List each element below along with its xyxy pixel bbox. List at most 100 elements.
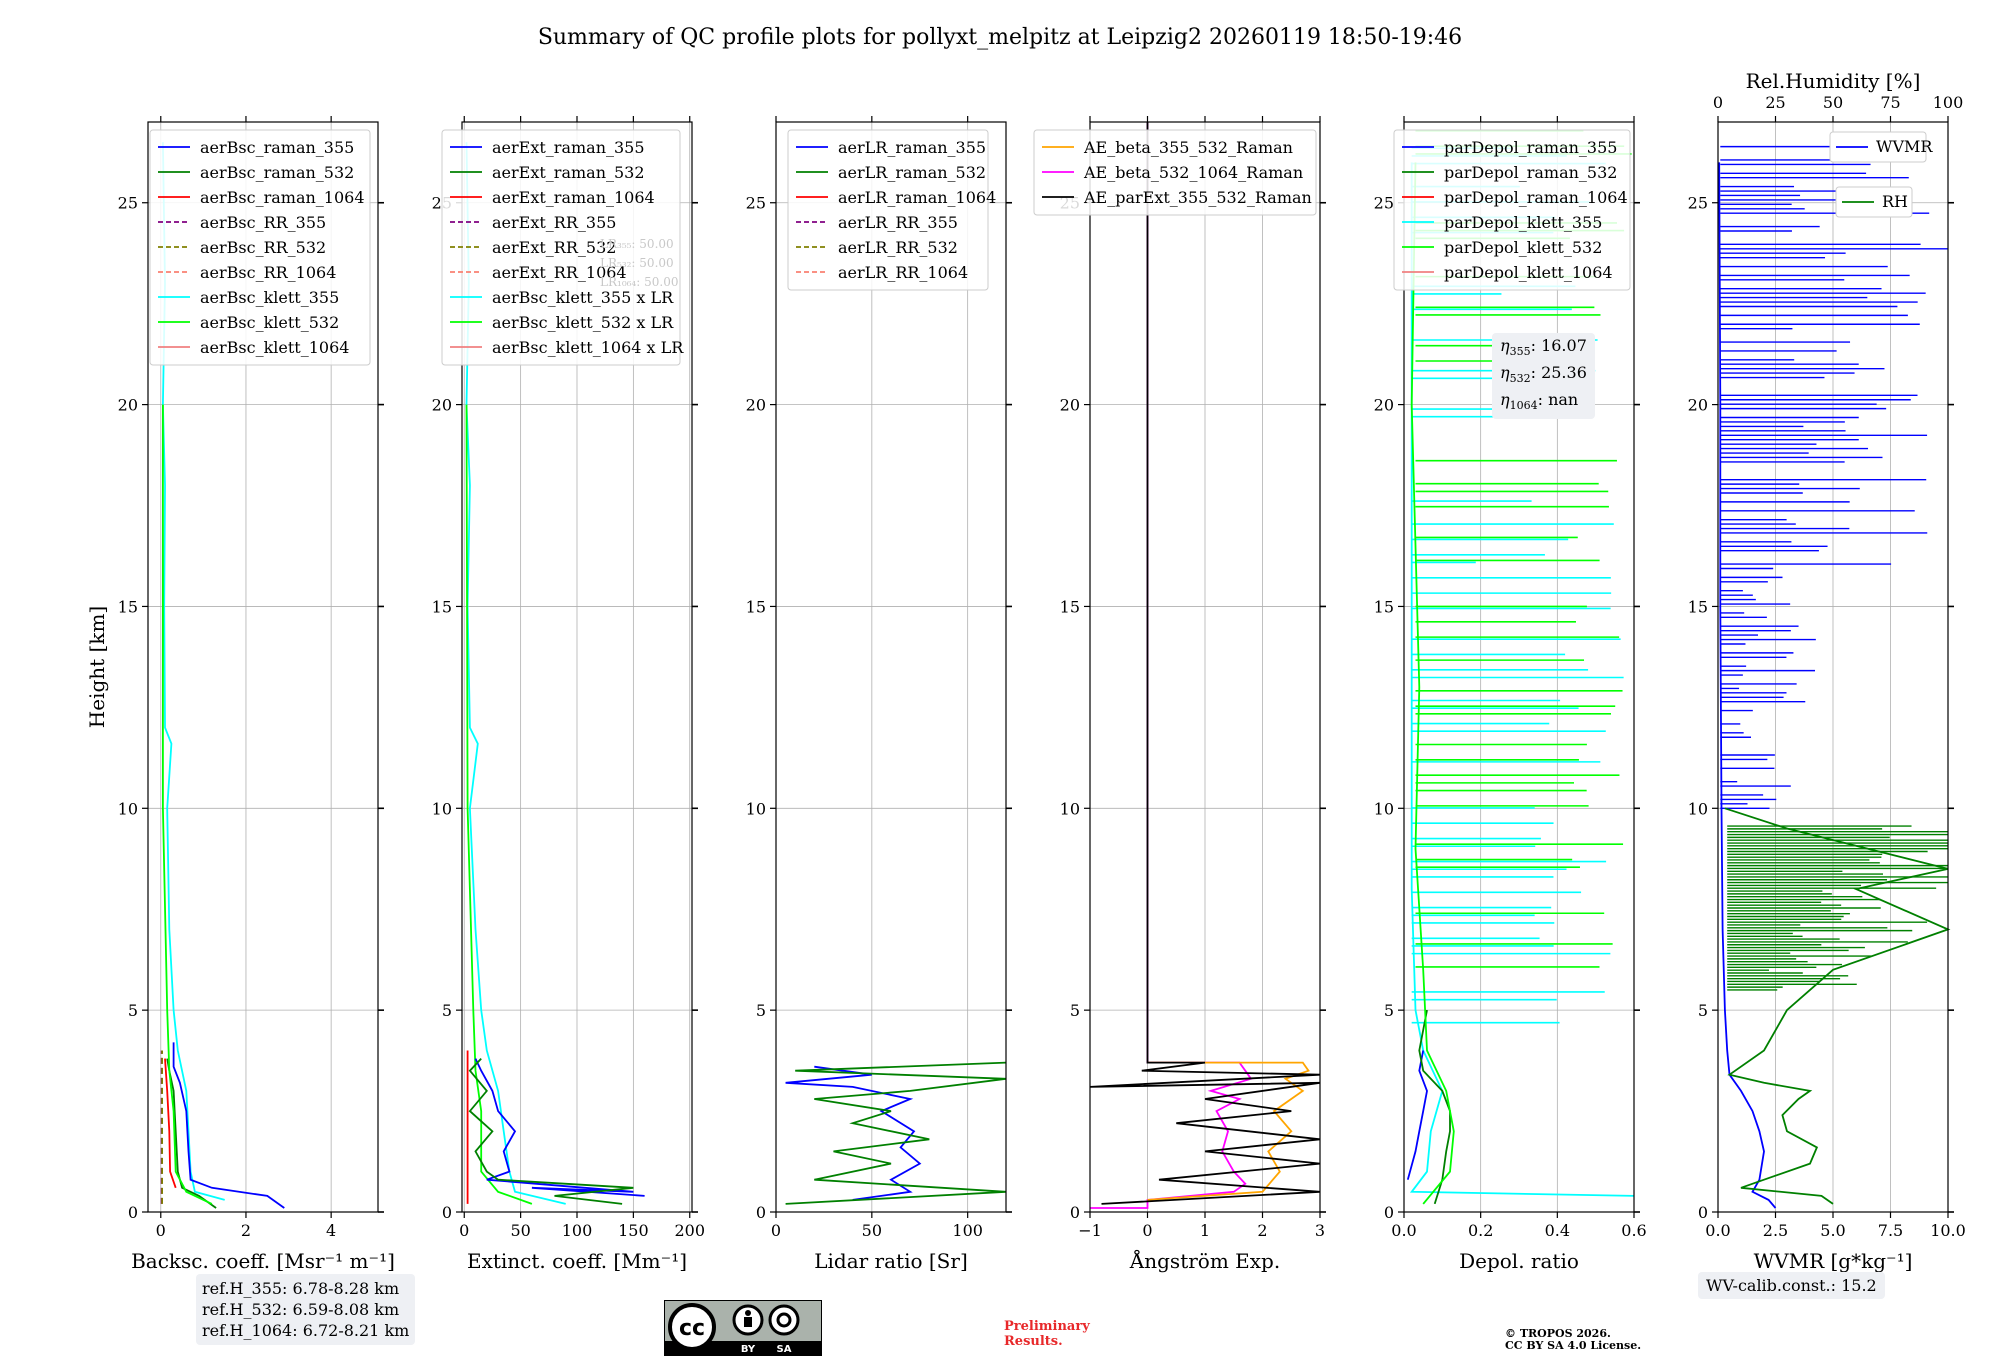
lr-note: LR₅₃₂: 50.00 <box>600 256 674 270</box>
series-aerBsc_klett_532 x LR <box>465 404 533 1205</box>
x-tick-label: 150 <box>618 1221 649 1240</box>
legend-label-aerLR_RR_355: aerLR_RR_355 <box>838 213 958 232</box>
legend-label-aerLR_raman_355: aerLR_raman_355 <box>838 138 986 157</box>
y-tick-label: 25 <box>1374 194 1394 213</box>
eta-532: η532: 25.36 <box>1500 363 1587 386</box>
top-x-tick-label: 50 <box>1823 93 1843 112</box>
ref-height-355: ref.H_355: 6.78-8.28 km <box>202 1279 400 1298</box>
x-tick-label: 0 <box>459 1221 469 1240</box>
legend-label-aerBsc_raman_1064: aerBsc_raman_1064 <box>200 188 365 207</box>
x-tick-label: 0.4 <box>1545 1221 1570 1240</box>
y-tick-label: 5 <box>1698 1001 1708 1020</box>
legend-label-aerExt_raman_532: aerExt_raman_532 <box>492 163 645 182</box>
axes-frame <box>1403 121 1635 1213</box>
series-aerLR_raman_355 <box>785 1065 922 1201</box>
y-tick-label: 0 <box>442 1203 452 1222</box>
lr-note: LR₁₀₆₄: 50.00 <box>600 275 678 289</box>
y-tick-label: 25 <box>118 194 138 213</box>
x-axis-label: Depol. ratio <box>1459 1249 1579 1273</box>
legend: aerBsc_raman_355 aerBsc_raman_532 aerBsc_r… <box>149 129 371 366</box>
y-tick-label: 0 <box>128 1203 138 1222</box>
x-tick-label: 5.0 <box>1820 1221 1845 1240</box>
x-tick-label: 50 <box>862 1221 882 1240</box>
axes-frame <box>775 121 1007 1213</box>
legend-label-aerExt_RR_355: aerExt_RR_355 <box>492 213 616 232</box>
y-tick-label: 15 <box>1060 597 1080 616</box>
legend-label: RH <box>1882 192 1908 211</box>
ref-height-532: ref.H_532: 6.59-8.08 km <box>202 1300 400 1319</box>
x-axis-label: WVMR [g*kg⁻¹] <box>1754 1249 1913 1273</box>
legend-box <box>1829 131 1927 163</box>
series-aerExt_raman_355 <box>474 1058 645 1197</box>
cc-sa-label: SA <box>777 1344 792 1355</box>
x-axis-label: Ångström Exp. <box>1129 1248 1280 1273</box>
series-aerBsc_raman_1064 <box>164 1058 177 1189</box>
legend: aerExt_raman_355 aerExt_raman_532 aerExt_r… <box>441 129 684 366</box>
legend-label-parDepol_klett_1064: parDepol_klett_1064 <box>1444 263 1613 282</box>
y-axis-label: Height [km] <box>85 606 109 728</box>
x-tick-label: 0 <box>156 1221 166 1240</box>
series-aerBsc_raman_355 <box>172 1042 285 1209</box>
legend: aerLR_raman_355 aerLR_raman_532 aerLR_rama… <box>787 129 996 291</box>
x-tick-label: 2 <box>241 1221 251 1240</box>
preliminary-notice: Preliminary Results. <box>1004 1319 1090 1349</box>
legend-label-aerLR_raman_532: aerLR_raman_532 <box>838 163 986 182</box>
cc-by-label: BY <box>741 1344 756 1355</box>
y-tick-label: 5 <box>1070 1001 1080 1020</box>
series-AE_beta_532_1064_Raman <box>1090 122 1253 1209</box>
panel-ext: 0501001502000510152025Extinct. coeff. [M… <box>432 116 705 1273</box>
series-aerBsc_klett_532 <box>162 404 213 1205</box>
series-aerBsc_klett_355 x LR <box>465 142 566 1205</box>
x-tick-label: 0.2 <box>1468 1221 1493 1240</box>
top-x-tick-label: 0 <box>1713 93 1723 112</box>
series-WVMR <box>1718 162 1777 1209</box>
y-tick-label: 15 <box>1374 597 1394 616</box>
y-tick-label: 10 <box>432 799 452 818</box>
series-AE_beta_355_532_Raman <box>1147 1061 1310 1201</box>
legend-box <box>787 129 989 291</box>
legend-label-parDepol_raman_532: parDepol_raman_532 <box>1444 163 1617 182</box>
legend-label-aerExt_raman_1064: aerExt_raman_1064 <box>492 188 655 207</box>
x-tick-label: 100 <box>562 1221 593 1240</box>
legend-box <box>1393 129 1631 291</box>
legend-label-AE_beta_532_1064_Raman: AE_beta_532_1064_Raman <box>1083 163 1303 182</box>
series-parDepol_raman_355 <box>1406 1050 1428 1180</box>
legend-label-aerExt_RR_532: aerExt_RR_532 <box>492 238 616 257</box>
top-x-tick-label: 25 <box>1765 93 1785 112</box>
legend-label-aerLR_raman_1064: aerLR_raman_1064 <box>838 188 996 207</box>
legend-label-AE_parExt_355_532_Raman: AE_parExt_355_532_Raman <box>1083 188 1312 207</box>
legend-label: WVMR <box>1876 137 1933 156</box>
figure-title: Summary of QC profile plots for pollyxt_… <box>538 25 1462 50</box>
x-tick-label: 1 <box>1200 1221 1210 1240</box>
legend-label-aerBsc_klett_532: aerBsc_klett_532 <box>200 313 339 332</box>
series-RH <box>1724 807 1951 1205</box>
legend-label-aerBsc_raman_532: aerBsc_raman_532 <box>200 163 354 182</box>
x-tick-label: 3 <box>1315 1221 1325 1240</box>
y-tick-label: 5 <box>128 1001 138 1020</box>
y-tick-label: 15 <box>432 597 452 616</box>
y-tick-label: 15 <box>746 597 766 616</box>
top-x-tick-label: 75 <box>1880 93 1900 112</box>
x-tick-label: 2 <box>1257 1221 1267 1240</box>
y-tick-label: 10 <box>1060 799 1080 818</box>
y-tick-label: 20 <box>118 396 138 415</box>
cc-by-sa-logo: cc BY SA <box>664 1300 822 1356</box>
legend-box <box>441 129 681 366</box>
axes-frame <box>461 121 693 1213</box>
eta-355: η355: 16.07 <box>1500 336 1587 359</box>
legend-wvmr: WVMR <box>1829 131 1933 163</box>
y-tick-label: 20 <box>746 396 766 415</box>
legend-label-aerBsc_klett_1064: aerBsc_klett_1064 <box>200 338 349 357</box>
y-tick-label: 0 <box>1070 1203 1080 1222</box>
axes-frame <box>147 121 379 1213</box>
legend-label-parDepol_raman_1064: parDepol_raman_1064 <box>1444 188 1628 207</box>
legend-label-AE_beta_355_532_Raman: AE_beta_355_532_Raman <box>1083 138 1293 157</box>
y-tick-label: 15 <box>118 597 138 616</box>
panel-lr: 0 50 100 0 5 10 15 20 25 Lidar ratio [Sr] aerLR_ra… <box>746 116 1012 1273</box>
eta-box: η355: 16.07 η532: 25.36 η1064: nan <box>1492 333 1595 419</box>
legend-label-aerBsc_klett_1064 x LR: aerBsc_klett_1064 x LR <box>492 338 684 357</box>
y-tick-label: 10 <box>1688 799 1708 818</box>
ref-height-1064: ref.H_1064: 6.72-8.21 km <box>202 1321 410 1340</box>
x-tick-label: 2.5 <box>1763 1221 1788 1240</box>
